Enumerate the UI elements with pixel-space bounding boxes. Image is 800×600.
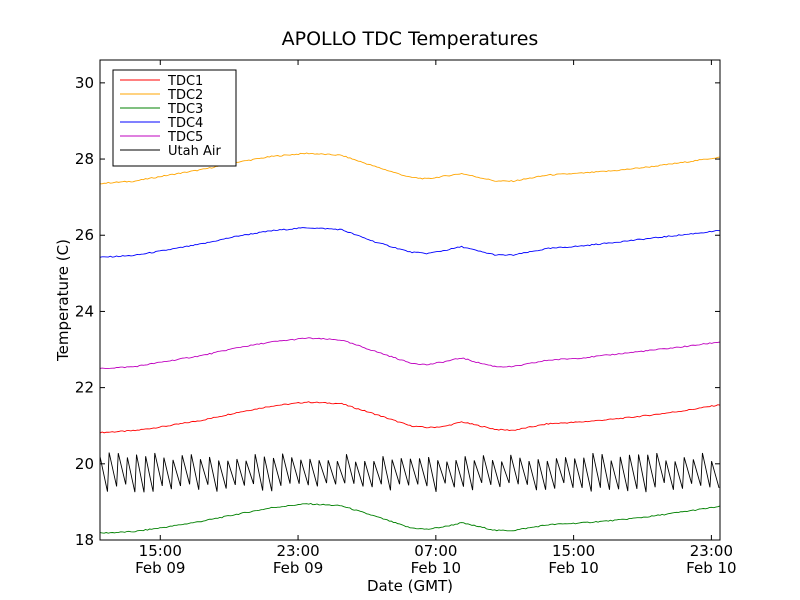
legend-label: TDC4: [167, 116, 203, 131]
series-line-tdc1: [99, 401, 721, 434]
chart-title: APOLLO TDC Temperatures: [282, 28, 539, 50]
series-line-tdc5: [99, 337, 721, 370]
y-tick-label: 18: [75, 531, 94, 549]
x-tick-date: Feb 10: [548, 559, 598, 577]
x-tick-time: 07:00: [414, 542, 457, 560]
series-layer: [99, 152, 721, 534]
y-tick-label: 20: [75, 455, 94, 473]
x-tick-time: 23:00: [276, 542, 319, 560]
legend-label: TDC5: [167, 130, 203, 145]
x-tick-time: 15:00: [139, 542, 182, 560]
x-tick-date: Feb 09: [273, 559, 323, 577]
x-tick-time: 15:00: [552, 542, 595, 560]
y-tick-label: 22: [75, 379, 94, 397]
plot-frame: [99, 59, 721, 541]
y-tick-label: 30: [75, 74, 94, 92]
series-line-tdc3: [99, 502, 721, 534]
series-line-utah-air: [99, 452, 720, 493]
y-tick-label: 26: [75, 226, 94, 244]
series-line-tdc4: [99, 227, 721, 258]
legend-label: Utah Air: [168, 144, 221, 159]
series-line-tdc2: [99, 152, 721, 185]
y-axis-label: Temperature (C): [54, 239, 72, 362]
x-tick-date: Feb 09: [135, 559, 185, 577]
y-tick-label: 28: [75, 150, 94, 168]
x-tick-date: Feb 10: [686, 559, 736, 577]
x-axis-label: Date (GMT): [367, 577, 453, 595]
legend-label: TDC1: [167, 74, 203, 89]
x-tick-date: Feb 10: [411, 559, 461, 577]
legend-label: TDC2: [167, 88, 203, 103]
legend-label: TDC3: [167, 102, 203, 117]
y-tick-label: 24: [75, 302, 94, 320]
x-tick-time: 23:00: [690, 542, 733, 560]
